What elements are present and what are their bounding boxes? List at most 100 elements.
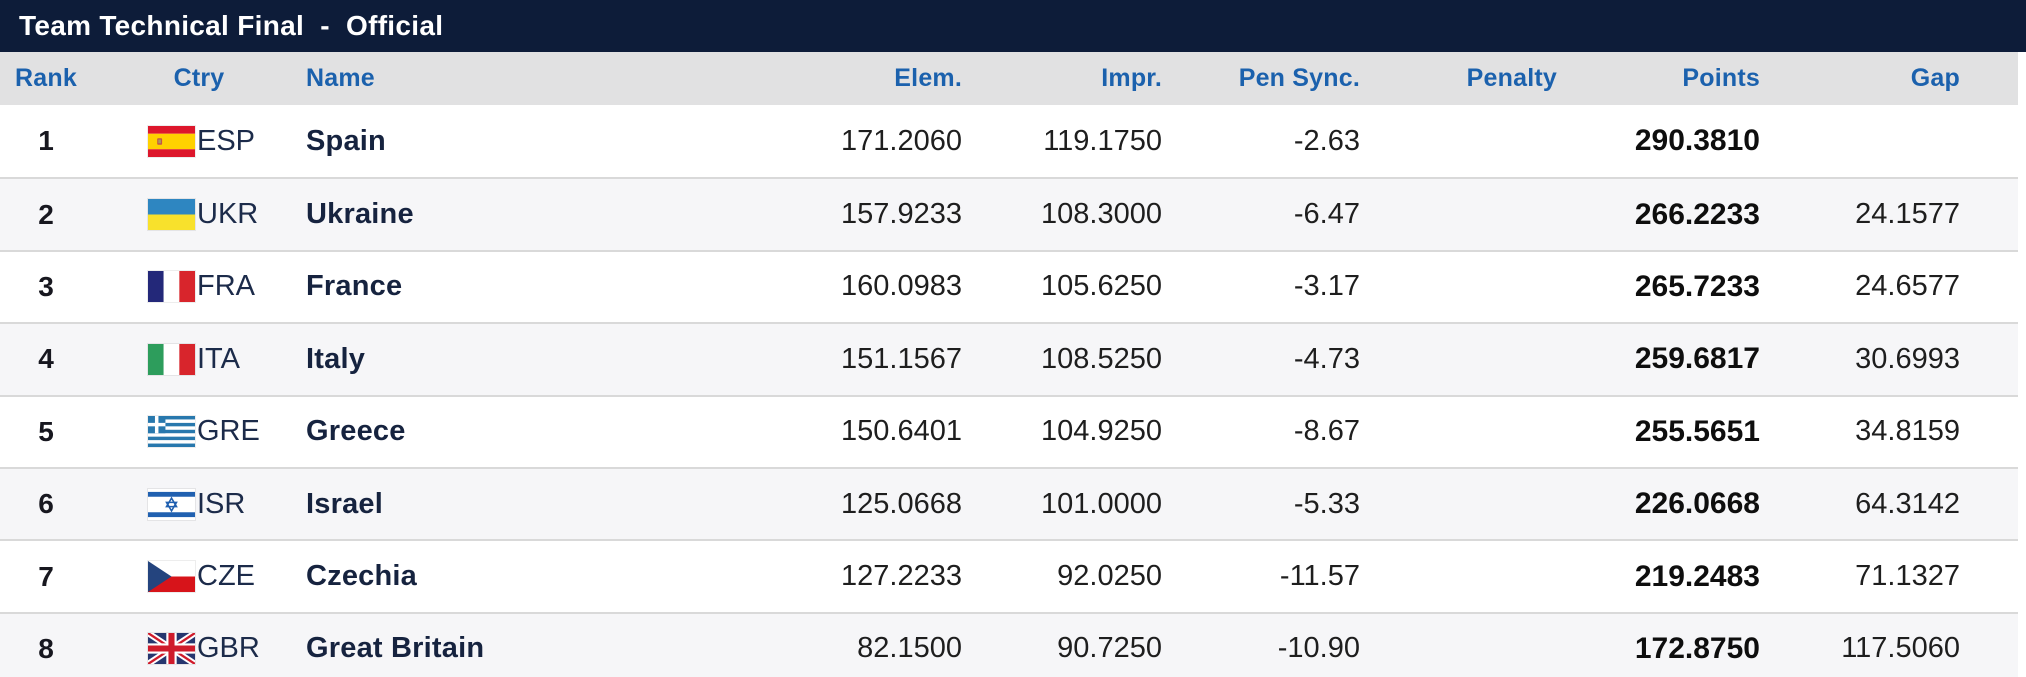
rank-cell: 2 <box>38 198 54 230</box>
country-code: GRE <box>197 415 260 448</box>
gap-value: 24.1577 <box>1855 198 1960 231</box>
pen-sync-score: -4.73 <box>1293 342 1360 375</box>
isr-flag-icon <box>148 488 195 520</box>
table-row: 2 UKR Ukraine 157.9233 108.3000 -6.47 26… <box>0 177 2018 250</box>
country-cell: UKR <box>92 198 306 231</box>
rank-cell: 4 <box>38 343 54 375</box>
elements-score: 82.1500 <box>857 632 962 665</box>
fra-flag-icon <box>148 271 195 303</box>
impression-score: 108.5250 <box>1041 342 1162 375</box>
country-cell: ITA <box>92 343 306 376</box>
team-name: Great Britain <box>306 632 485 665</box>
column-header-rank: Rank <box>15 64 77 92</box>
pen-sync-score: -10.90 <box>1277 632 1360 665</box>
column-header-ctry: Ctry <box>173 64 225 92</box>
impression-score: 105.6250 <box>1041 270 1162 303</box>
table-row: 7 CZE Czechia 127.2233 92.0250 -11.57 21… <box>0 539 2018 612</box>
column-header-points: Points <box>1682 64 1760 92</box>
esp-flag-icon <box>148 125 195 157</box>
team-name: Italy <box>306 342 366 375</box>
country-cell: GRE <box>92 415 306 448</box>
total-points: 259.6817 <box>1634 342 1760 376</box>
results-table: Rank Ctry Name Elem. Impr. Pen Sync. Pen… <box>0 52 2026 677</box>
impression-score: 108.3000 <box>1041 198 1162 231</box>
ita-flag-icon <box>148 343 195 375</box>
team-name: Czechia <box>306 560 417 593</box>
elements-score: 151.1567 <box>841 342 962 375</box>
total-points: 255.5651 <box>1634 414 1760 448</box>
ukr-flag-icon <box>148 199 195 231</box>
table-header-row: Rank Ctry Name Elem. Impr. Pen Sync. Pen… <box>0 52 2018 105</box>
cze-flag-icon <box>148 561 195 593</box>
pen-sync-score: -8.67 <box>1293 415 1360 448</box>
gbr-flag-icon <box>148 633 195 665</box>
table-row: 1 ESP Spain 171.2060 119.1750 -2.63 290.… <box>0 105 2018 178</box>
pen-sync-score: -5.33 <box>1293 487 1360 520</box>
team-name: Ukraine <box>306 198 414 231</box>
total-points: 265.7233 <box>1634 269 1760 303</box>
title-bar: Team Technical Final - Official <box>0 0 2026 52</box>
elements-score: 160.0983 <box>841 270 962 303</box>
column-header-impr: Impr. <box>1101 64 1162 92</box>
country-cell: GBR <box>92 632 306 665</box>
total-points: 226.0668 <box>1634 487 1760 521</box>
total-points: 172.8750 <box>1634 631 1760 665</box>
table-row: 3 FRA France 160.0983 105.6250 -3.17 265… <box>0 249 2018 323</box>
team-name: Israel <box>306 487 383 520</box>
table-body: 1 ESP Spain 171.2060 119.1750 -2.63 290.… <box>0 105 2018 677</box>
rank-cell: 6 <box>38 488 54 520</box>
country-code: ESP <box>197 124 256 157</box>
country-cell: ISR <box>92 488 306 521</box>
rank-cell: 8 <box>38 632 54 664</box>
country-cell: CZE <box>92 560 306 593</box>
column-header-penalty: Penalty <box>1466 64 1557 92</box>
impression-score: 92.0250 <box>1057 560 1162 593</box>
country-code: GBR <box>197 632 260 665</box>
impression-score: 101.0000 <box>1041 487 1162 520</box>
rank-cell: 1 <box>38 125 54 157</box>
impression-score: 119.1750 <box>1043 124 1162 157</box>
total-points: 290.3810 <box>1634 124 1760 158</box>
column-header-gap: Gap <box>1910 64 1960 92</box>
rank-cell: 3 <box>38 270 54 302</box>
pen-sync-score: -6.47 <box>1293 198 1360 231</box>
pen-sync-score: -11.57 <box>1279 560 1360 593</box>
impression-score: 90.7250 <box>1057 632 1162 665</box>
table-row: 4 ITA Italy 151.1567 108.5250 -4.73 259.… <box>0 322 2018 395</box>
page-title: Team Technical Final - Official <box>19 10 444 41</box>
team-name: France <box>306 270 403 303</box>
country-code: ISR <box>197 487 246 520</box>
team-name: Spain <box>306 124 386 157</box>
column-header-name: Name <box>306 64 375 92</box>
country-cell: ESP <box>92 125 306 158</box>
country-code: UKR <box>197 198 259 231</box>
elements-score: 171.2060 <box>841 124 962 157</box>
elements-score: 157.9233 <box>841 198 962 231</box>
rank-cell: 5 <box>38 415 54 447</box>
column-header-pen-sync: Pen Sync. <box>1238 64 1360 92</box>
rank-cell: 7 <box>38 560 54 592</box>
pen-sync-score: -3.17 <box>1293 270 1360 303</box>
total-points: 266.2233 <box>1634 197 1760 231</box>
pen-sync-score: -2.63 <box>1293 124 1360 157</box>
gap-value: 30.6993 <box>1855 342 1960 375</box>
total-points: 219.2483 <box>1634 559 1760 593</box>
table-row: 8 GBR Great Britain 82.1500 90.7250 -10.… <box>0 611 2018 677</box>
country-code: CZE <box>197 560 255 593</box>
country-cell: FRA <box>92 270 306 303</box>
gap-value: 71.1327 <box>1855 560 1960 593</box>
elements-score: 150.6401 <box>841 415 962 448</box>
country-code: ITA <box>197 342 240 375</box>
table-row: 5 GRE Greece 150.6401 104.9250 -8.67 255… <box>0 394 2018 467</box>
gap-value: 24.6577 <box>1855 270 1960 303</box>
gre-flag-icon <box>148 416 195 448</box>
elements-score: 127.2233 <box>841 560 962 593</box>
gap-value: 34.8159 <box>1855 415 1960 448</box>
elements-score: 125.0668 <box>841 487 962 520</box>
team-name: Greece <box>306 415 406 448</box>
impression-score: 104.9250 <box>1041 415 1162 448</box>
gap-value: 64.3142 <box>1855 487 1960 520</box>
gap-value: 117.5060 <box>1841 632 1960 665</box>
column-header-elem: Elem. <box>894 64 962 92</box>
table-row: 6 ISR Israel 125.0668 101.0000 -5.33 226… <box>0 466 2018 540</box>
